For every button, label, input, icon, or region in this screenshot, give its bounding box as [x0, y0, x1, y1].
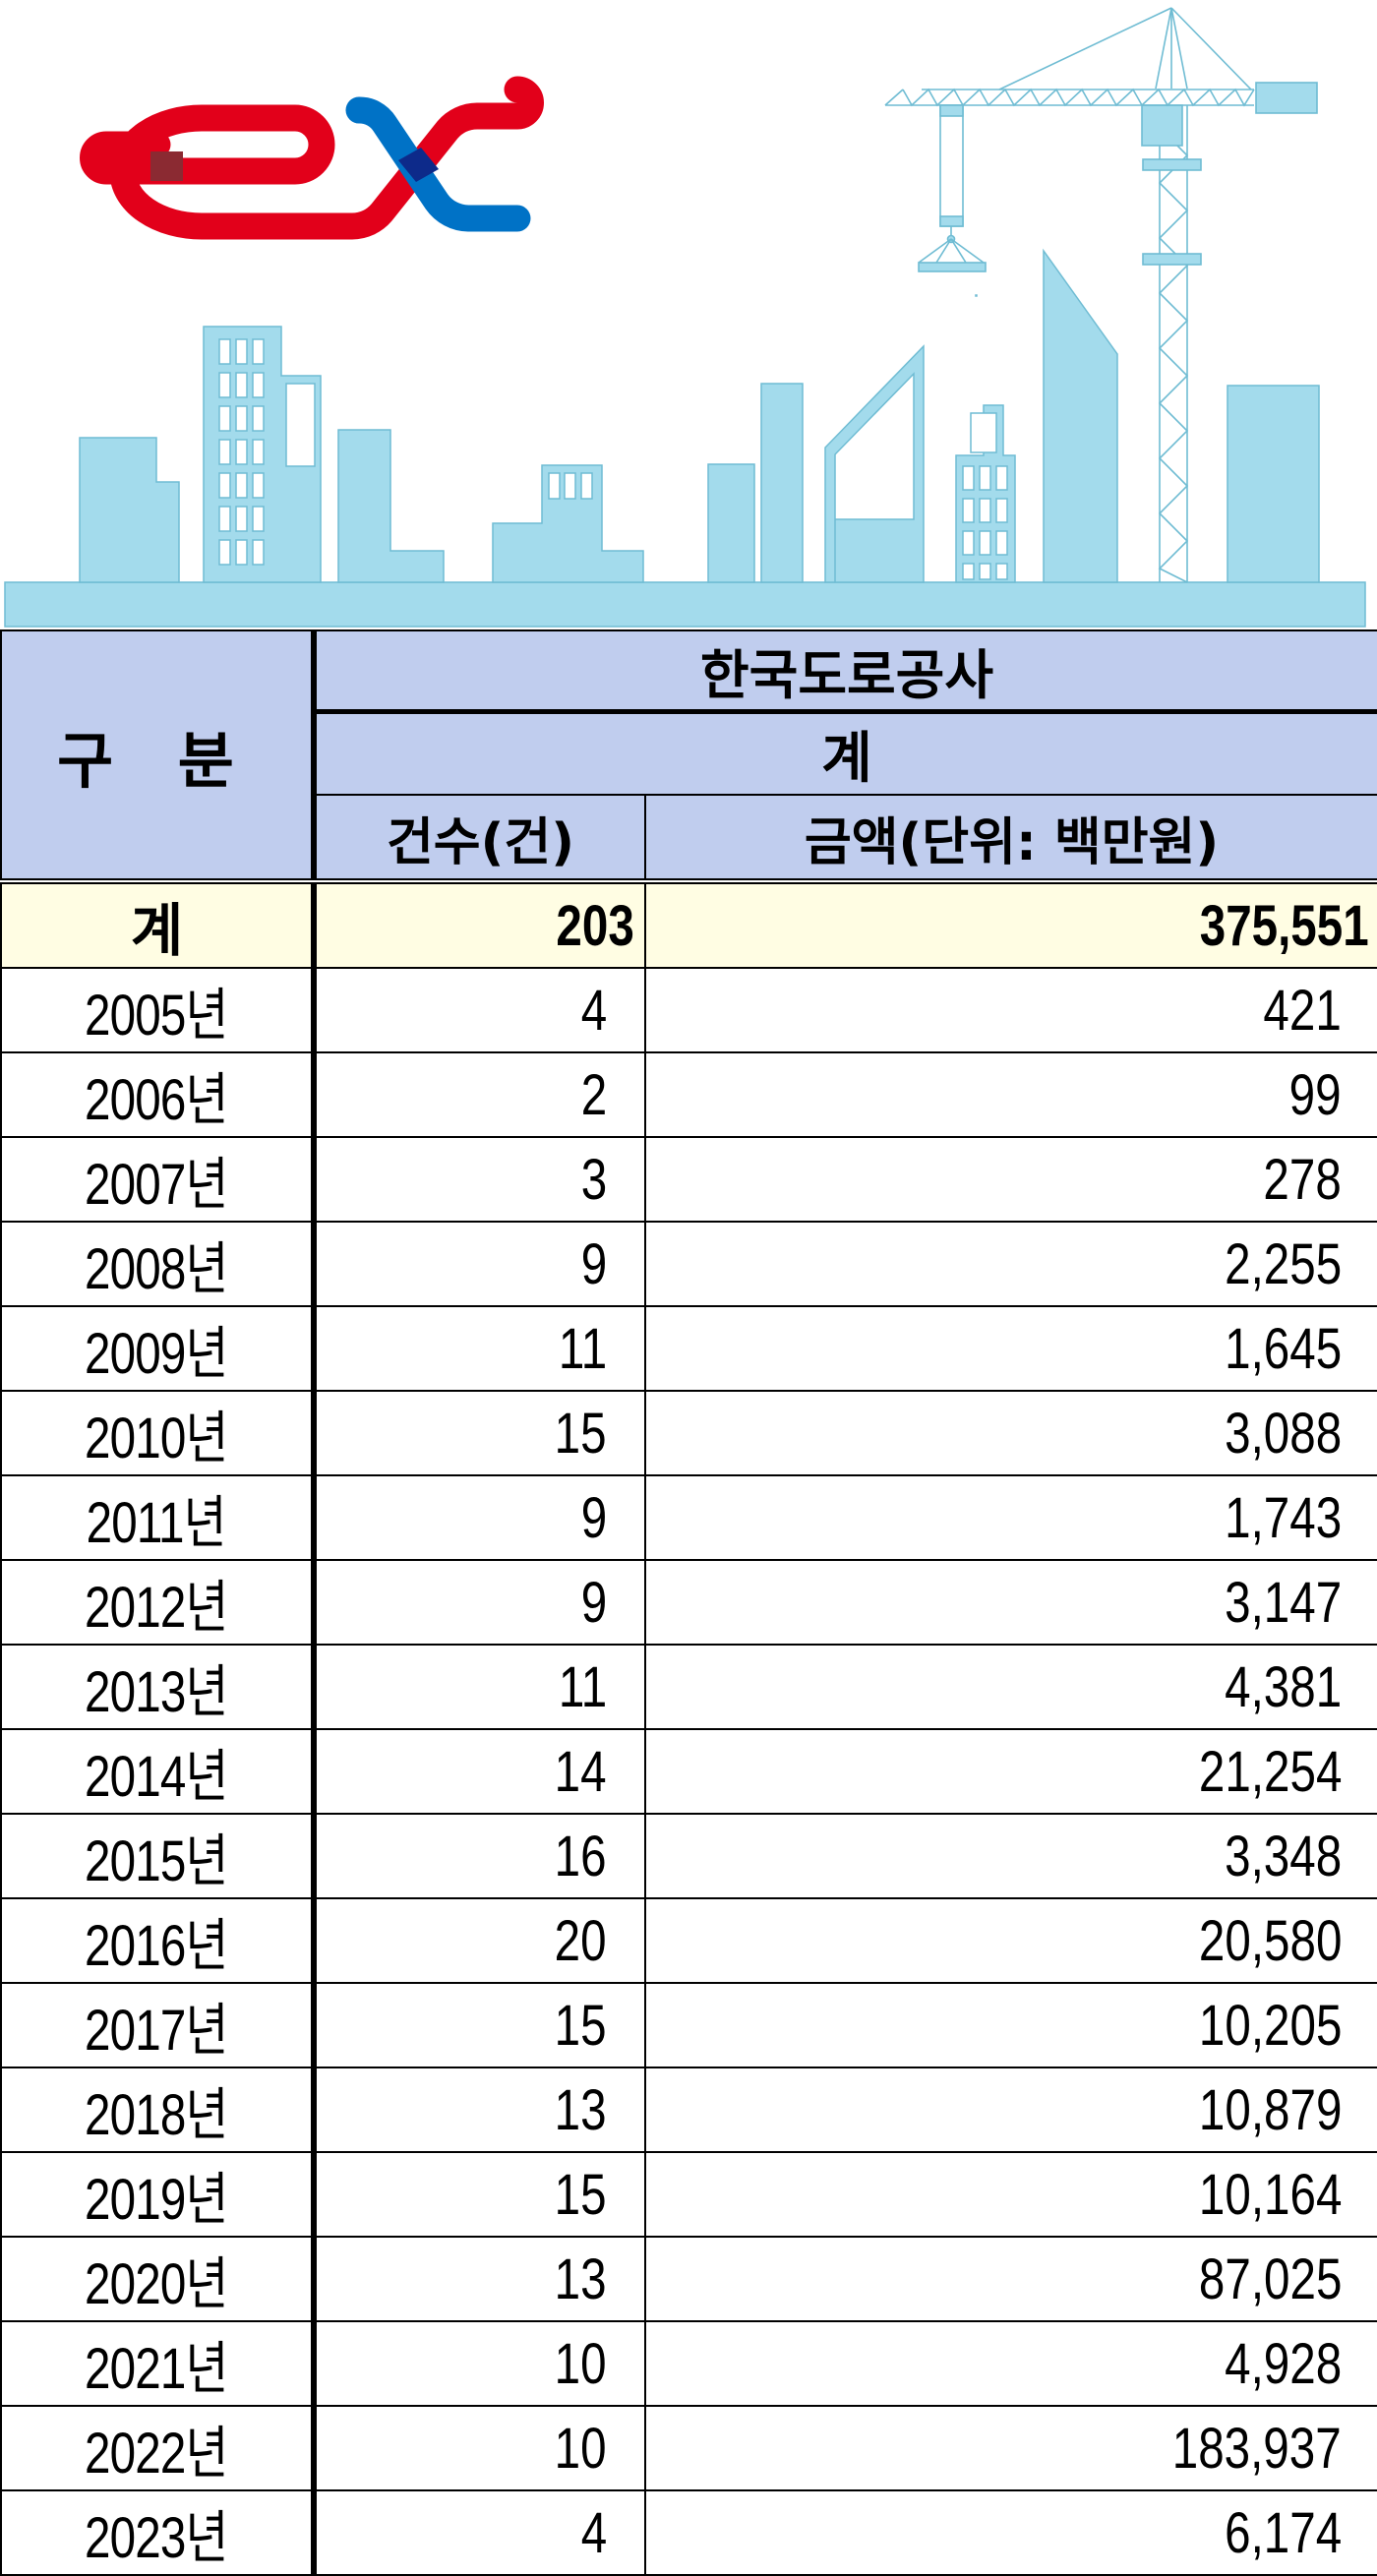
table-row: 2015년 16 3,348 [0, 1813, 1377, 1899]
amount-cell: 4,928 [644, 2320, 1377, 2407]
organization-header: 한국도로공사 [313, 629, 1377, 714]
amount-cell: 3,147 [644, 1559, 1377, 1646]
count-cell: 2 [313, 1051, 646, 1138]
amount-cell: 21,254 [644, 1728, 1377, 1815]
year-cell: 2016년 [0, 1897, 317, 1984]
table-row: 2017년 15 10,205 [0, 1982, 1377, 2068]
count-cell: 15 [313, 1982, 646, 2068]
contract-statistics-table: 구 분 한국도로공사 계 건수(건) 금액(단위: 백만원) 계 203 375… [0, 629, 1377, 2576]
amount-cell: 99 [644, 1051, 1377, 1138]
count-cell: 9 [313, 1221, 646, 1307]
year-cell: 2008년 [0, 1221, 317, 1307]
count-column-header: 건수(건) [313, 794, 646, 882]
header-banner [0, 0, 1377, 629]
table-row: 2013년 11 4,381 [0, 1644, 1377, 1730]
amount-cell: 1,743 [644, 1474, 1377, 1561]
count-cell: 20 [313, 1897, 646, 1984]
table-row: 2011년 9 1,743 [0, 1474, 1377, 1561]
count-cell: 13 [313, 2236, 646, 2322]
category-header: 구 분 [0, 629, 317, 882]
count-cell: 11 [313, 1305, 646, 1392]
count-cell: 14 [313, 1728, 646, 1815]
table-row: 2020년 13 87,025 [0, 2236, 1377, 2322]
amount-cell: 10,205 [644, 1982, 1377, 2068]
ex-logo-icon [80, 76, 544, 240]
total-count: 203 [313, 878, 646, 969]
amount-cell: 183,937 [644, 2405, 1377, 2491]
year-cell: 2021년 [0, 2320, 317, 2407]
count-cell: 10 [313, 2405, 646, 2491]
table-row: 2006년 2 99 [0, 1051, 1377, 1138]
count-cell: 4 [313, 2489, 646, 2576]
table-row: 2014년 14 21,254 [0, 1728, 1377, 1815]
amount-cell: 421 [644, 967, 1377, 1053]
table-row: 2016년 20 20,580 [0, 1897, 1377, 1984]
year-cell: 2006년 [0, 1051, 317, 1138]
table-row: 2022년 10 183,937 [0, 2405, 1377, 2491]
year-cell: 2009년 [0, 1305, 317, 1392]
year-cell: 2020년 [0, 2236, 317, 2322]
count-cell: 13 [313, 2067, 646, 2153]
amount-cell: 6,174 [644, 2489, 1377, 2576]
count-cell: 15 [313, 1390, 646, 1476]
count-cell: 15 [313, 2151, 646, 2238]
skyline-illustration [4, 248, 1366, 628]
year-cell: 2010년 [0, 1390, 317, 1476]
table-row: 2021년 10 4,928 [0, 2320, 1377, 2407]
year-cell: 2014년 [0, 1728, 317, 1815]
count-cell: 9 [313, 1474, 646, 1561]
count-cell: 3 [313, 1136, 646, 1223]
amount-cell: 10,879 [644, 2067, 1377, 2153]
total-label: 계 [0, 878, 317, 969]
table-row: 2012년 9 3,147 [0, 1559, 1377, 1646]
year-cell: 2017년 [0, 1982, 317, 2068]
table-row: 2023년 4 6,174 [0, 2489, 1377, 2576]
year-cell: 2007년 [0, 1136, 317, 1223]
year-cell: 2023년 [0, 2489, 317, 2576]
amount-cell: 278 [644, 1136, 1377, 1223]
amount-cell: 20,580 [644, 1897, 1377, 1984]
count-cell: 10 [313, 2320, 646, 2407]
year-cell: 2005년 [0, 967, 317, 1053]
table-row: 2009년 11 1,645 [0, 1305, 1377, 1392]
year-cell: 2013년 [0, 1644, 317, 1730]
amount-cell: 3,088 [644, 1390, 1377, 1476]
year-cell: 2019년 [0, 2151, 317, 2238]
amount-cell: 1,645 [644, 1305, 1377, 1392]
total-amount: 375,551 [644, 878, 1377, 969]
subtotal-header: 계 [313, 710, 1377, 796]
table-row: 2008년 9 2,255 [0, 1221, 1377, 1307]
table-row: 2019년 15 10,164 [0, 2151, 1377, 2238]
year-cell: 2022년 [0, 2405, 317, 2491]
total-row: 계 203 375,551 [0, 878, 1377, 969]
tower-crane-illustration [884, 7, 1318, 583]
count-cell: 9 [313, 1559, 646, 1646]
amount-column-header: 금액(단위: 백만원) [644, 794, 1377, 882]
amount-cell: 4,381 [644, 1644, 1377, 1730]
year-cell: 2015년 [0, 1813, 317, 1899]
year-cell: 2011년 [0, 1474, 317, 1561]
table-row: 2018년 13 10,879 [0, 2067, 1377, 2153]
year-cell: 2012년 [0, 1559, 317, 1646]
amount-cell: 2,255 [644, 1221, 1377, 1307]
amount-cell: 87,025 [644, 2236, 1377, 2322]
count-cell: 16 [313, 1813, 646, 1899]
count-cell: 11 [313, 1644, 646, 1730]
amount-cell: 3,348 [644, 1813, 1377, 1899]
count-cell: 4 [313, 967, 646, 1053]
table-row: 2007년 3 278 [0, 1136, 1377, 1223]
amount-cell: 10,164 [644, 2151, 1377, 2238]
table-row: 2005년 4 421 [0, 967, 1377, 1053]
year-cell: 2018년 [0, 2067, 317, 2153]
table-row: 2010년 15 3,088 [0, 1390, 1377, 1476]
